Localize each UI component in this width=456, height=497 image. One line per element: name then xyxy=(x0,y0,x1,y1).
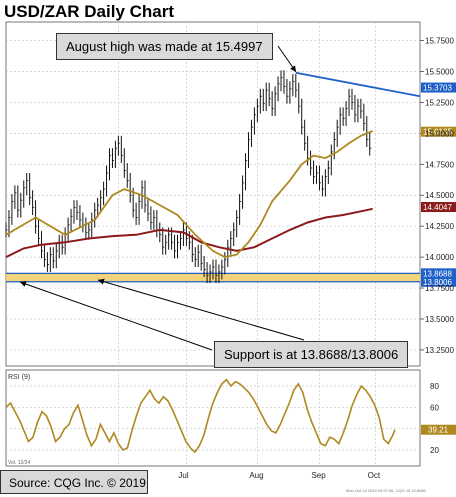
value-tag-label: 15.0135 xyxy=(423,128,452,137)
price-tick-label: 15.5000 xyxy=(425,67,454,76)
axis-labels: 15.7500 15.5000 15.2500 15.0000 14.7500 14.50… xyxy=(110,37,454,480)
price-tick-label: 14.7500 xyxy=(425,160,454,169)
price-bars xyxy=(5,70,372,284)
price-tick-label: 14.5000 xyxy=(425,191,454,200)
moving-averages xyxy=(5,130,374,259)
rsi-tick-label: 60 xyxy=(430,403,439,412)
value-tag-label: 13.8688 xyxy=(423,269,452,278)
rsi-value-tag-label: 39.21 xyxy=(428,426,449,435)
value-tag-label: 13.8006 xyxy=(423,278,452,287)
value-tag-label: 15.3703 xyxy=(423,84,452,93)
value-tag-bg xyxy=(421,82,456,93)
arrow-to-support-center xyxy=(97,278,305,341)
month-tick-label: Sep xyxy=(311,471,326,480)
august-high-callout: August high was made at 15.4997 xyxy=(56,33,273,60)
price-tick-label: 15.2500 xyxy=(425,98,454,107)
rsi-label: RSI (9) xyxy=(8,374,30,381)
chart-title: USD/ZAR Daily Chart xyxy=(4,2,175,21)
price-tick-label: 15.7500 xyxy=(425,37,454,46)
sma-short-line xyxy=(5,130,374,259)
price-tick-label: 14.2500 xyxy=(425,222,454,231)
value-tag-bg xyxy=(421,126,456,137)
price-tick-label: 13.7500 xyxy=(425,284,454,293)
month-tick-label: Aug xyxy=(249,471,263,480)
resistance-trendline xyxy=(295,71,421,98)
rsi-tick-label: 20 xyxy=(430,446,439,455)
footnote: Mon Oct 14 2019 10:57:06, CQG 19.12.8080 xyxy=(346,488,426,493)
month-tick-label: Jul xyxy=(178,471,188,480)
rsi-value-tag-bg xyxy=(421,424,456,435)
source-label: Source: CQG Inc. © 2019 xyxy=(0,470,148,494)
value-tag-bg xyxy=(421,276,456,287)
arrow-to-support-left xyxy=(19,281,213,351)
price-tick-label: 14.0000 xyxy=(425,253,454,262)
support-callout: Support is at 13.8688/13.8006 xyxy=(214,341,409,368)
arrow-to-high xyxy=(277,45,297,73)
price-tick-label: 15.0000 xyxy=(425,129,454,138)
rsi-tick-label: 80 xyxy=(430,382,439,391)
value-tag-bg xyxy=(421,268,456,279)
annotation-arrows xyxy=(19,45,305,351)
volume-stub-label: Vol. 12/24 xyxy=(8,460,30,466)
rsi-line xyxy=(5,378,396,454)
trend-lines xyxy=(295,71,421,98)
value-tag-bg xyxy=(421,202,456,213)
sma-long-line xyxy=(5,207,373,258)
month-tick-label: Oct xyxy=(368,471,381,480)
price-tick-label: 13.2500 xyxy=(425,346,454,355)
rsi-panel-frame xyxy=(5,369,421,467)
price-tick-label: 13.5000 xyxy=(425,315,454,324)
price-panel-frame xyxy=(5,21,421,367)
value-tag-label: 14.4047 xyxy=(423,203,452,212)
